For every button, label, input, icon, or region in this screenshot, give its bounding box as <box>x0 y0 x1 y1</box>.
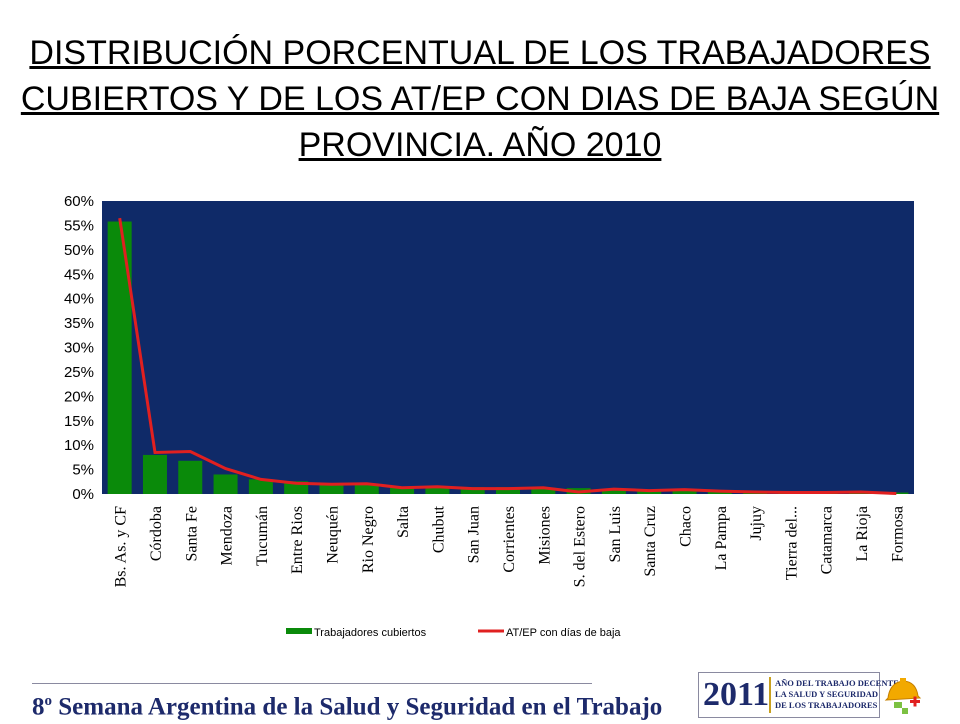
banner-ordinal: o <box>44 693 53 709</box>
x-tick-label: Santa Cruz <box>642 506 659 577</box>
year-logo: 2011 AÑO DEL TRABAJO DECENTE, LA SALUD Y… <box>698 672 901 718</box>
x-tick-label: Salta <box>395 506 412 538</box>
y-tick-label: 50% <box>64 242 94 259</box>
x-tick-label: Bs. As. y CF <box>113 506 130 587</box>
bar <box>213 474 238 494</box>
x-tick-label: Mendoza <box>219 506 236 566</box>
x-tick-label: Jujuy <box>748 506 765 541</box>
logo-year: 2011 <box>703 676 770 713</box>
bar <box>425 486 450 494</box>
plot-area <box>102 201 914 494</box>
x-axis-labels: Bs. As. y CF Córdoba Santa Fe Mendoza Tucumá… <box>113 505 907 587</box>
x-tick-label: Tucumán <box>254 506 271 566</box>
y-tick-label: 30% <box>64 340 94 357</box>
logo-divider <box>769 677 771 713</box>
x-tick-label: San Luis <box>607 506 624 562</box>
y-tick-label: 25% <box>64 364 94 381</box>
bar <box>495 487 521 494</box>
y-tick-label: 40% <box>64 291 94 308</box>
x-tick-label: San Juan <box>466 506 483 563</box>
x-tick-label: La Pampa <box>713 506 730 570</box>
legend: Trabajadores cubiertos AT/EP con días de… <box>286 627 621 639</box>
bar <box>354 484 379 494</box>
y-tick-label: 20% <box>64 388 94 405</box>
banner-number: 8 <box>32 693 45 721</box>
y-tick-label: 45% <box>64 266 94 283</box>
y-axis: 0% 5% 10% 15% 20% 25% 30% 35% 40% 45% 50% 55% 60% <box>64 193 94 503</box>
bar <box>107 221 132 494</box>
x-tick-label: Chubut <box>430 505 447 553</box>
x-tick-label: Neuquén <box>324 506 341 564</box>
legend-bar-swatch <box>286 628 312 634</box>
x-tick-label: Corrientes <box>501 506 518 573</box>
y-tick-label: 35% <box>64 315 94 332</box>
logo-line-2: LA SALUD Y SEGURIDAD <box>775 689 879 699</box>
x-tick-label: Formosa <box>889 506 906 562</box>
bar <box>178 460 203 494</box>
bar <box>884 492 909 494</box>
y-tick-label: 15% <box>64 413 94 430</box>
bar <box>531 487 556 494</box>
chart-title: DISTRIBUCIÓN PORCENTUAL DE LOS TRABAJADO… <box>20 34 940 164</box>
y-tick-label: 60% <box>64 193 94 210</box>
x-tick-label: Entre Rios <box>289 506 306 574</box>
x-tick-label: Misiones <box>536 506 553 565</box>
x-tick-label: S. del Estero <box>572 506 589 587</box>
legend-line-label: AT/EP con días de baja <box>506 627 621 639</box>
bar <box>601 489 626 494</box>
legend-bar-label: Trabajadores cubiertos <box>314 627 427 639</box>
bar <box>142 454 167 494</box>
bar <box>460 487 485 494</box>
logo-line-3: DE LOS TRABAJADORES <box>775 700 878 710</box>
x-tick-label: Santa Fe <box>183 506 200 562</box>
x-tick-label: La Rioja <box>854 506 871 562</box>
y-tick-label: 10% <box>64 437 94 454</box>
footer-banner: 8o Semana Argentina de la Salud y Seguri… <box>32 683 662 721</box>
y-tick-label: 0% <box>72 486 94 503</box>
line-series <box>118 217 897 495</box>
bar <box>319 484 344 494</box>
logo-line-1: AÑO DEL TRABAJO DECENTE, <box>775 678 901 688</box>
helmet-logo-icon <box>884 678 922 714</box>
bar <box>672 489 697 494</box>
bar <box>390 486 415 494</box>
x-tick-label: Chaco <box>678 506 695 547</box>
x-tick-label: Catamarca <box>819 506 836 574</box>
banner-text: Semana Argentina de la Salud y Seguridad… <box>52 693 663 721</box>
x-tick-label: Córdoba <box>148 506 165 561</box>
logo-text: AÑO DEL TRABAJO DECENTE, LA SALUD Y SEGU… <box>775 678 901 711</box>
bar-line-chart: 0% 5% 10% 15% 20% 25% 30% 35% 40% 45% 50% 55% 60% Bs… <box>64 193 914 639</box>
x-tick-label: Rio Negro <box>360 506 377 573</box>
y-tick-label: 5% <box>72 462 94 479</box>
y-tick-label: 55% <box>64 217 94 234</box>
bar <box>248 479 273 494</box>
x-tick-label: Tierra del... <box>783 506 800 580</box>
